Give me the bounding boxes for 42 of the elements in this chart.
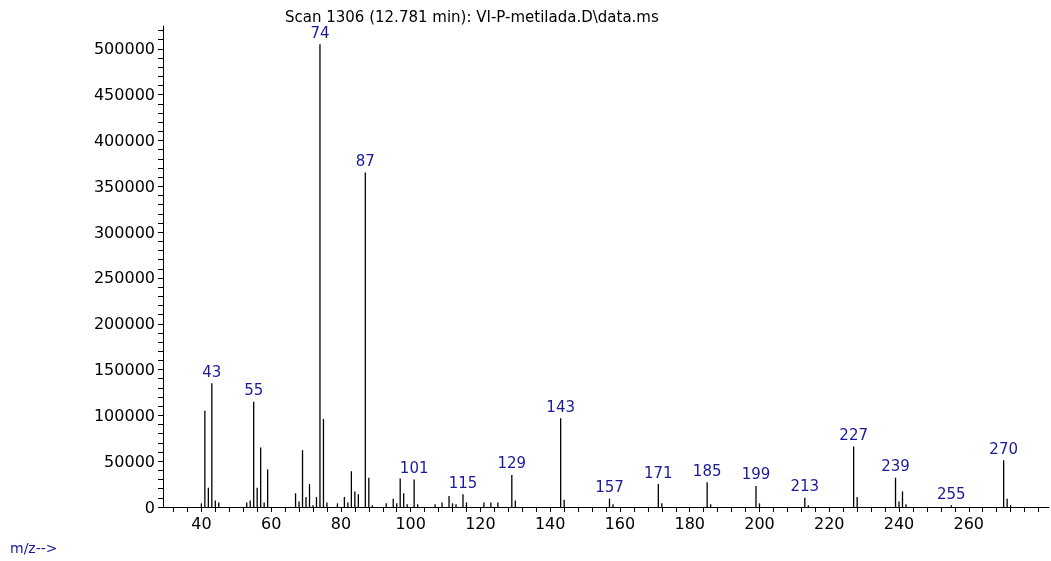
y-tick-label: 300000 [93, 222, 155, 242]
y-tick-label: 350000 [93, 176, 155, 196]
annotation: 115 [448, 473, 478, 492]
annotation: 199 [741, 465, 771, 484]
y-tick-label: 200000 [93, 314, 155, 334]
y-tick-label: 0 [144, 497, 155, 517]
annotation: 185 [692, 461, 722, 480]
annotation: 171 [644, 463, 673, 482]
x-tick-label: 120 [465, 513, 496, 533]
x-axis-title: m/z--> [10, 540, 58, 556]
annotation: 157 [595, 478, 624, 497]
x-tick-label: 100 [395, 513, 426, 533]
annotation: 129 [497, 454, 527, 473]
x-tick-label: 180 [674, 513, 705, 533]
annotation: 270 [989, 439, 1018, 458]
annotation: 55 [244, 381, 264, 400]
x-tick-label: 200 [744, 513, 775, 533]
annotation: 227 [839, 426, 868, 445]
y-tick-label: 250000 [93, 268, 155, 288]
y-tick-label: 50000 [104, 451, 155, 471]
annotation: 74 [310, 23, 330, 42]
x-tick-label: 240 [883, 513, 915, 533]
x-tick-label: 80 [330, 513, 352, 533]
x-tick-label: 260 [953, 513, 985, 533]
annotation: 101 [399, 459, 429, 478]
annotation: 87 [355, 152, 375, 171]
y-tick-label: 450000 [93, 85, 155, 105]
x-tick-label: 220 [813, 513, 845, 533]
annotation: 255 [937, 484, 966, 503]
y-tick-label: 150000 [93, 360, 155, 380]
annotation: 43 [202, 362, 222, 381]
y-tick-label: 100000 [93, 405, 155, 425]
y-tick-label: 400000 [93, 131, 155, 151]
chart-title: Scan 1306 (12.781 min): VI-P-metilada.D\data.ms [285, 7, 659, 26]
y-tick-label: 500000 [93, 39, 155, 59]
annotation: 239 [881, 457, 910, 476]
x-tick-label: 160 [604, 513, 636, 533]
annotation: 143 [546, 397, 575, 416]
x-tick-label: 60 [260, 513, 282, 533]
annotation: 213 [790, 477, 820, 496]
x-tick-label: 140 [534, 513, 566, 533]
x-tick-label: 40 [191, 513, 212, 533]
